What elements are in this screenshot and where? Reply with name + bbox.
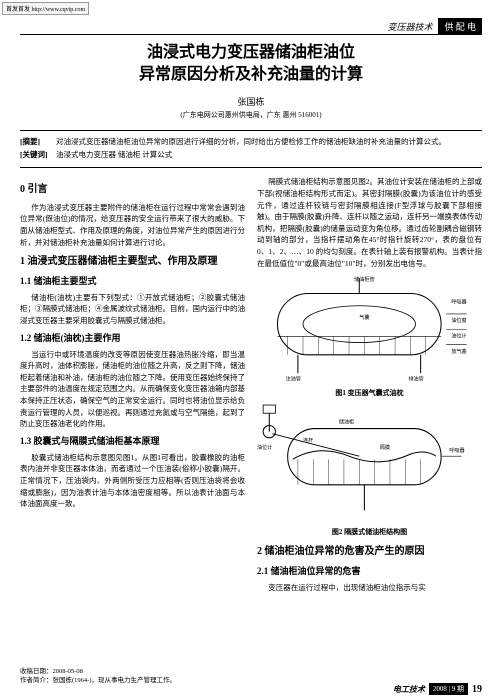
svg-text:油位计: 油位计 xyxy=(451,333,466,340)
figure-2: 储油柜 隔膜 连杆 油位计 呼吸器 图2 隔膜式储油柜结构图 xyxy=(257,403,482,539)
svg-text:储油柜: 储油柜 xyxy=(339,418,354,425)
figure-1-caption: 图1 变压器气囊式油枕 xyxy=(257,388,482,399)
author-bio: 作者简介：张国栋(1964-)，现从事电力生产管理工作。 xyxy=(20,676,176,685)
section-1-3-heading: 1.3 胶囊式与隔膜式储油柜基本原理 xyxy=(20,435,245,449)
section-1-1-heading: 1.1 储油柜主要型式 xyxy=(20,275,245,289)
left-column: 0 引言 作为油浸式变压器主要附件的储油柜在运行过程中常常会遇到油位异常(假油位… xyxy=(20,176,245,595)
section-0-para: 作为油浸式变压器主要附件的储油柜在运行过程中常常会遇到油位异常(假油位)的情况，… xyxy=(20,202,245,249)
abstract-block: [摘要] 对油浸式变压器储油柜油位异常的原因进行详细的分析，同时给出方便检修工作… xyxy=(20,130,482,169)
svg-text:放气塞: 放气塞 xyxy=(451,348,466,355)
abstract-label: [摘要] xyxy=(20,136,56,147)
title-line-1: 油浸式电力变压器储油柜油位 xyxy=(20,42,482,64)
section-1-1-para: 储油柜(油枕)主要有下列型式：①开放式储油柜；②胶囊式储油柜；③隔膜式储油柜；④… xyxy=(20,292,245,327)
section-1-2-para: 当运行中或环境温度的改变等原因使变压器油热胀冷缩，即当温度升高时，油体积膨胀，储… xyxy=(20,349,245,430)
header-rule xyxy=(20,34,482,35)
page-content: 油浸式电力变压器储油柜油位 异常原因分析及补充油量的计算 张国栋 (广东电网公司… xyxy=(20,42,482,595)
journal-name: 电工技术 xyxy=(393,684,425,695)
svg-text:气囊: 气囊 xyxy=(359,314,369,321)
keywords-label: [关键词] xyxy=(20,149,56,160)
section-1-2-heading: 1.2 储油柜(油枕)主要作用 xyxy=(20,332,245,346)
section-2-1-heading: 2.1 储油柜油位异常的危害 xyxy=(257,565,482,579)
title-line-2: 异常原因分析及补充油量的计算 xyxy=(20,64,482,86)
figure-2-svg: 储油柜 隔膜 连杆 油位计 呼吸器 xyxy=(257,403,482,526)
page-number: 19 xyxy=(472,684,482,695)
svg-text:隔膜: 隔膜 xyxy=(380,444,390,451)
header-category: 变压器技术 xyxy=(387,20,432,33)
svg-text:呼吸器: 呼吸器 xyxy=(449,447,464,454)
received-date: 收稿日期：2008-05-08 xyxy=(20,667,176,676)
svg-text:呼吸器: 呼吸器 xyxy=(451,299,466,306)
header-section-box: 供 配 电 xyxy=(438,18,482,35)
figure-1: 储油柜管 气囊 呼吸器 油位窗 油位计 放气塞 注油管 排油管 图1 变压器气囊… xyxy=(257,273,482,398)
right-intro-para: 隔膜式储油柜结构示意图见图2。其油位计安装在储油柜的上部或下部(视储油柜结构形式… xyxy=(257,176,482,269)
svg-text:储油柜管: 储油柜管 xyxy=(354,276,374,283)
section-1-heading: 1 油浸式变压器储油柜主要型式、作用及原理 xyxy=(20,254,245,270)
svg-text:油位窗: 油位窗 xyxy=(451,317,466,324)
keywords-text: 油浸式电力变压器 储油柜 计算公式 xyxy=(56,149,482,160)
svg-text:排油管: 排油管 xyxy=(408,376,423,383)
section-2-1-para: 变压器在运行过程中，出现储油柜油位指示与实 xyxy=(257,582,482,594)
right-column: 隔膜式储油柜结构示意图见图2。其油位计安装在储油柜的上部或下部(视储油柜结构形式… xyxy=(257,176,482,595)
figure-2-caption: 图2 隔膜式储油柜结构图 xyxy=(257,527,482,538)
footer-meta: 收稿日期：2008-05-08 作者简介：张国栋(1964-)，现从事电力生产管… xyxy=(20,667,176,685)
article-title: 油浸式电力变压器储油柜油位 异常原因分析及补充油量的计算 xyxy=(20,42,482,87)
figure-1-svg: 储油柜管 气囊 呼吸器 油位窗 油位计 放气塞 注油管 排油管 xyxy=(257,273,482,386)
abstract-text: 对油浸式变压器储油柜油位异常的原因进行详细的分析，同时给出方便检修工作的储油柜缺… xyxy=(56,136,482,147)
source-url-tag: 首发首发 http://www.cqvip.com xyxy=(2,2,89,15)
author-affiliation: (广东电网公司惠州供电局，广东 惠州 516001) xyxy=(20,110,482,120)
svg-text:连杆: 连杆 xyxy=(303,436,313,443)
svg-text:注油管: 注油管 xyxy=(286,376,301,383)
page-header: 变压器技术 供 配 电 xyxy=(0,18,502,35)
page-footer: 电工技术 2008 | 9 期 19 xyxy=(393,683,482,695)
section-2-heading: 2 储油柜油位异常的危害及产生的原因 xyxy=(257,544,482,560)
author-name: 张国栋 xyxy=(20,95,482,108)
section-1-3-para: 胶囊式储油柜结构示意图见图1。从图1可看出，胶囊橡胶的油柜表内油并非变压器本体油… xyxy=(20,452,245,510)
svg-text:油位计: 油位计 xyxy=(257,444,272,451)
two-column-body: 0 引言 作为油浸式变压器主要附件的储油柜在运行过程中常常会遇到油位异常(假油位… xyxy=(20,176,482,595)
section-0-heading: 0 引言 xyxy=(20,182,245,198)
issue-box: 2008 | 9 期 xyxy=(429,683,468,695)
